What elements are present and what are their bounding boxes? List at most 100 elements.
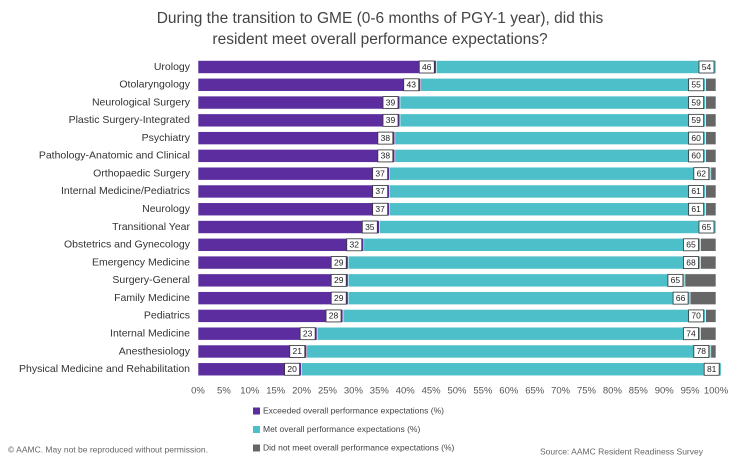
legend-swatch — [253, 444, 260, 452]
x-tick-label: 75% — [577, 386, 597, 397]
data-label-box — [330, 273, 347, 287]
x-tick-label: 55% — [473, 386, 493, 397]
x-tick-label: 65% — [525, 386, 545, 397]
bar-segment — [389, 184, 706, 199]
bar-segment — [197, 131, 396, 145]
data-label-box — [325, 309, 342, 323]
data-label-box — [683, 256, 699, 269]
x-tick-label: 95% — [681, 386, 701, 397]
legend-label: Exceeded overall performance expectation… — [263, 405, 444, 415]
data-label-box — [688, 309, 705, 323]
data-label-box — [667, 273, 684, 287]
data-label: 32 — [350, 240, 360, 250]
data-label: 74 — [686, 328, 696, 338]
bar-segment — [197, 60, 437, 74]
bar-segment — [705, 202, 717, 217]
data-label: 35 — [365, 222, 375, 232]
data-label-box — [688, 185, 705, 198]
data-label-box — [346, 238, 363, 252]
data-label-box — [698, 220, 715, 234]
bar-segment — [705, 77, 717, 92]
x-tick-label: 15% — [266, 386, 286, 397]
data-label-box — [382, 113, 399, 127]
y-tick-label: Physical Medicine and Rehabilitation — [19, 363, 190, 375]
bar-segment — [197, 255, 349, 270]
data-label: 29 — [334, 293, 344, 303]
bar-segment — [705, 149, 717, 163]
bar-segment — [306, 344, 712, 359]
bar-segment — [197, 113, 401, 128]
data-label-box — [688, 113, 705, 127]
data-label: 54 — [702, 62, 712, 72]
data-label-box — [693, 167, 710, 181]
bar-segment — [301, 362, 722, 377]
data-label: 23 — [303, 328, 313, 338]
bar-segment — [197, 220, 380, 234]
bar-segment — [347, 291, 691, 305]
y-tick-label: Neurology — [142, 203, 191, 215]
bar-segment — [347, 255, 701, 270]
x-tick-label: 10% — [240, 386, 260, 397]
bar-segment — [316, 326, 701, 341]
bar-segment — [420, 77, 706, 92]
bar-segment — [197, 149, 396, 163]
bar-segment — [389, 166, 712, 181]
y-tick-label: Anesthesiology — [119, 345, 191, 357]
y-tick-label: Surgery-General — [112, 274, 190, 286]
bar-segment — [197, 238, 365, 252]
bar-segment — [197, 77, 422, 92]
bar-segment — [684, 273, 717, 288]
y-tick-label: Neurological Surgery — [92, 96, 191, 108]
y-tick-label: Urology — [154, 61, 191, 73]
y-tick-label: Internal Medicine — [110, 327, 190, 339]
bar-segment — [197, 309, 344, 323]
x-tick-label: 0% — [191, 386, 205, 397]
data-label-box — [377, 149, 394, 163]
data-label-box — [372, 202, 389, 216]
data-label: 28 — [329, 311, 339, 321]
x-tick-label: 80% — [603, 386, 623, 397]
data-label: 66 — [676, 293, 686, 303]
data-label: 29 — [334, 257, 344, 267]
data-label: 37 — [375, 204, 385, 214]
x-tick-label: 50% — [447, 386, 467, 397]
data-label: 39 — [386, 97, 396, 107]
bar-segment — [705, 131, 717, 145]
x-tick-label: 35% — [370, 386, 390, 397]
y-tick-label: Transitional Year — [112, 221, 190, 233]
bar-segment — [710, 344, 717, 359]
data-label-box — [688, 131, 705, 145]
bar-segment — [705, 184, 717, 199]
x-tick-label: 5% — [217, 386, 231, 397]
data-label-box — [698, 60, 715, 74]
legend-label: Met overall performance expectations (%) — [263, 424, 420, 434]
data-label: 61 — [691, 186, 701, 196]
bar-segment — [689, 291, 717, 305]
chart-title: During the transition to GME (0-6 months… — [156, 10, 604, 48]
bar-segment — [700, 326, 717, 341]
y-tick-label: Family Medicine — [114, 292, 190, 304]
data-label: 59 — [691, 97, 701, 107]
data-label: 62 — [697, 168, 707, 178]
copyright: © AAMC. May not be reproduced without pe… — [8, 444, 208, 454]
bar-segment — [394, 131, 706, 145]
y-tick-label: Otolaryngology — [119, 79, 190, 91]
data-label: 46 — [422, 62, 432, 72]
bar-segment — [399, 95, 706, 110]
data-label-box — [382, 96, 399, 109]
legend-swatch — [253, 407, 260, 415]
x-tick-label: 60% — [499, 386, 519, 397]
x-tick-label: 90% — [655, 386, 675, 397]
data-label: 37 — [375, 186, 385, 196]
bar-segment — [435, 60, 717, 74]
data-label-box — [377, 131, 394, 145]
bar-segment — [389, 202, 706, 217]
data-label: 39 — [386, 115, 396, 125]
bar-segment — [394, 149, 706, 163]
bar-segment — [399, 113, 706, 128]
data-label: 68 — [686, 257, 696, 267]
data-label: 20 — [287, 364, 297, 374]
source: Source: AAMC Resident Readiness Survey — [540, 446, 704, 456]
